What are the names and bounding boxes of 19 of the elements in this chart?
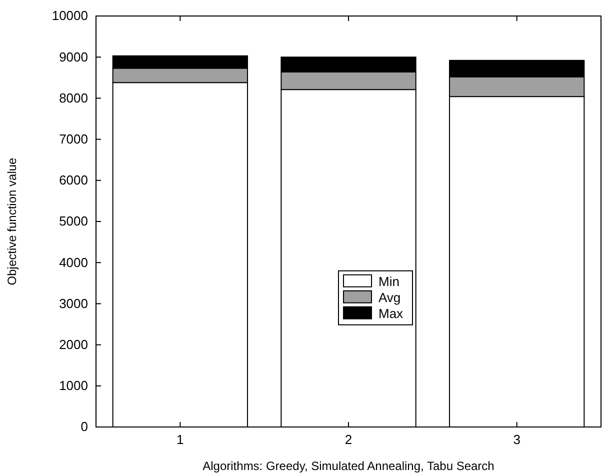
y-tick-label: 10000 [52, 8, 88, 24]
legend-label: Min [378, 274, 400, 289]
y-tick-label: 7000 [59, 131, 88, 146]
y-tick-label: 2000 [59, 336, 88, 352]
x-tick-label: 1 [176, 432, 184, 448]
x-tick-label: 3 [513, 432, 520, 448]
y-tick-label: 5000 [59, 214, 88, 229]
y-tick-label: 9000 [59, 49, 88, 64]
y-tick-label: 6000 [59, 172, 88, 188]
legend-label: Max [378, 306, 404, 321]
y-tick-label: 1000 [59, 378, 88, 394]
x-axis-title: Algorithms: Greedy, Simulated Annealing, Tabu Search [202, 459, 494, 473]
y-tick-label: 0 [80, 419, 88, 434]
legend-label: Avg [378, 290, 401, 305]
y-tick-label: 4000 [59, 254, 88, 270]
y-tick-label: 3000 [59, 296, 88, 311]
y-axis-title: Objective function value [5, 157, 19, 286]
y-tick-label: 8000 [59, 90, 88, 106]
x-tick-label: 2 [344, 432, 352, 448]
